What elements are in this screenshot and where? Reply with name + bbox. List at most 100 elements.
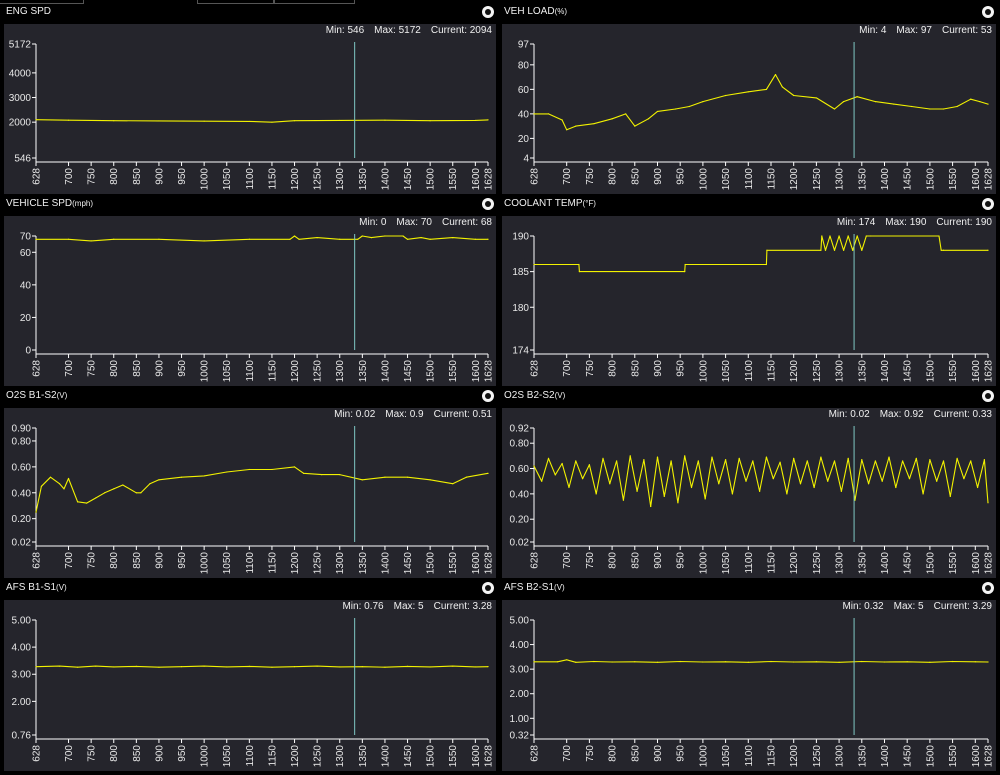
data-point bbox=[113, 488, 115, 490]
x-tick-label: 1300 bbox=[835, 745, 846, 768]
chart-title: AFS B2-S1(V) bbox=[504, 582, 565, 593]
data-point bbox=[554, 474, 556, 476]
data-point bbox=[203, 120, 205, 122]
chart-panel-veh-load: VEH LOAD(%) Min: 4 Max: 97 Current: 53 4 20 40… bbox=[502, 4, 996, 194]
stat-current: Current: 3.29 bbox=[933, 601, 992, 612]
y-tick-label: 0.60 bbox=[12, 462, 32, 473]
data-point bbox=[595, 493, 597, 495]
chart-options-icon[interactable] bbox=[482, 582, 494, 594]
x-tick-label: 750 bbox=[87, 552, 98, 569]
data-point bbox=[752, 460, 754, 462]
data-point bbox=[824, 249, 827, 251]
data-point bbox=[895, 486, 897, 489]
data-point bbox=[611, 118, 613, 120]
chart-options-icon[interactable] bbox=[982, 390, 994, 402]
chart-options-icon[interactable] bbox=[982, 6, 994, 18]
chart-title-unit: (%) bbox=[554, 7, 568, 16]
x-tick-label: 1628 bbox=[984, 745, 995, 768]
y-tick-label: 2000 bbox=[9, 118, 32, 129]
data-point bbox=[793, 661, 795, 663]
top-tab-3[interactable] bbox=[273, 0, 355, 4]
chart-options-icon[interactable] bbox=[482, 390, 494, 402]
x-tick-label: 1250 bbox=[812, 360, 823, 383]
data-point bbox=[929, 459, 931, 461]
data-point bbox=[581, 478, 584, 480]
x-tick-label: 1350 bbox=[358, 168, 369, 191]
data-point bbox=[833, 108, 836, 110]
x-tick-label: 750 bbox=[87, 360, 98, 377]
x-tick-label: 628 bbox=[32, 360, 43, 377]
x-tick-label: 900 bbox=[653, 168, 664, 185]
line-chart: 0 20 40 60 70 628 700 750 800 850 900 950 1000 1050 11… bbox=[20, 232, 495, 383]
x-tick-label: 1250 bbox=[812, 168, 823, 191]
y-tick-label: 4.00 bbox=[510, 640, 530, 651]
data-point bbox=[40, 485, 43, 487]
data-point bbox=[271, 468, 273, 471]
data-point bbox=[533, 113, 535, 115]
data-point bbox=[135, 665, 137, 667]
chart-options-icon[interactable] bbox=[482, 6, 494, 18]
data-point bbox=[770, 660, 772, 663]
plot-area bbox=[4, 408, 496, 578]
x-tick-label: 700 bbox=[64, 360, 75, 377]
data-point bbox=[566, 659, 568, 661]
x-tick-label: 1500 bbox=[925, 168, 936, 191]
x-tick-label: 1250 bbox=[812, 552, 823, 575]
data-point bbox=[911, 105, 913, 108]
x-tick-label: 700 bbox=[64, 168, 75, 185]
data-point bbox=[429, 120, 431, 122]
x-tick-label: 950 bbox=[177, 360, 188, 377]
data-point bbox=[779, 461, 781, 463]
data-point bbox=[774, 74, 777, 76]
data-point bbox=[852, 249, 854, 251]
data-point bbox=[575, 661, 577, 663]
x-tick-label: 900 bbox=[653, 745, 664, 762]
x-tick-label: 1000 bbox=[200, 552, 211, 575]
data-point bbox=[987, 103, 989, 105]
data-point bbox=[949, 495, 951, 497]
x-tick-label: 950 bbox=[177, 745, 188, 762]
data-point bbox=[158, 666, 160, 668]
data-point bbox=[248, 238, 250, 240]
x-tick-label: 1100 bbox=[245, 552, 256, 574]
plot-area bbox=[4, 600, 496, 771]
x-tick-label: 700 bbox=[562, 360, 573, 377]
data-point bbox=[718, 483, 720, 485]
stat-current: Current: 2094 bbox=[430, 25, 492, 36]
data-point bbox=[747, 661, 749, 663]
top-tab-2[interactable] bbox=[197, 0, 275, 4]
chart-title-text: VEH LOAD bbox=[504, 6, 555, 17]
x-tick-label: 1450 bbox=[903, 745, 914, 768]
x-tick-label: 1000 bbox=[698, 552, 709, 575]
chart-options-icon[interactable] bbox=[482, 198, 494, 210]
data-point bbox=[135, 492, 137, 494]
series-line-afs-b1-s1 bbox=[35, 665, 489, 668]
x-tick-label: 1600 bbox=[471, 552, 482, 575]
x-tick-label: 1100 bbox=[744, 360, 755, 382]
x-tick-label: 950 bbox=[676, 360, 687, 377]
data-point bbox=[793, 94, 795, 97]
data-point bbox=[561, 119, 563, 121]
chart-options-icon[interactable] bbox=[982, 198, 994, 210]
y-tick-label: 0.40 bbox=[510, 489, 530, 500]
x-tick-label: 800 bbox=[109, 552, 120, 569]
x-tick-label: 950 bbox=[177, 552, 188, 569]
x-tick-label: 1300 bbox=[835, 552, 846, 575]
line-chart: 0.02 0.20 0.40 0.60 0.800.90 628 700 750 800 850 9… bbox=[12, 424, 495, 575]
y-tick-label: 174 bbox=[512, 346, 529, 357]
x-tick-label: 850 bbox=[630, 745, 641, 762]
x-tick-label: 1000 bbox=[698, 360, 709, 383]
top-tab-1[interactable] bbox=[0, 0, 84, 4]
data-point bbox=[677, 502, 679, 504]
data-point bbox=[533, 661, 535, 663]
line-chart: 546 2000 3000 4000 5172 628 700 750 800 850 900 950… bbox=[9, 40, 495, 191]
plot-area bbox=[502, 24, 996, 194]
x-tick-label: 1550 bbox=[448, 360, 459, 383]
data-point bbox=[679, 660, 681, 663]
data-point bbox=[406, 665, 409, 667]
data-point bbox=[293, 235, 296, 237]
data-point bbox=[663, 495, 665, 497]
data-point bbox=[611, 661, 613, 663]
data-point bbox=[675, 108, 677, 110]
chart-options-icon[interactable] bbox=[982, 582, 994, 594]
